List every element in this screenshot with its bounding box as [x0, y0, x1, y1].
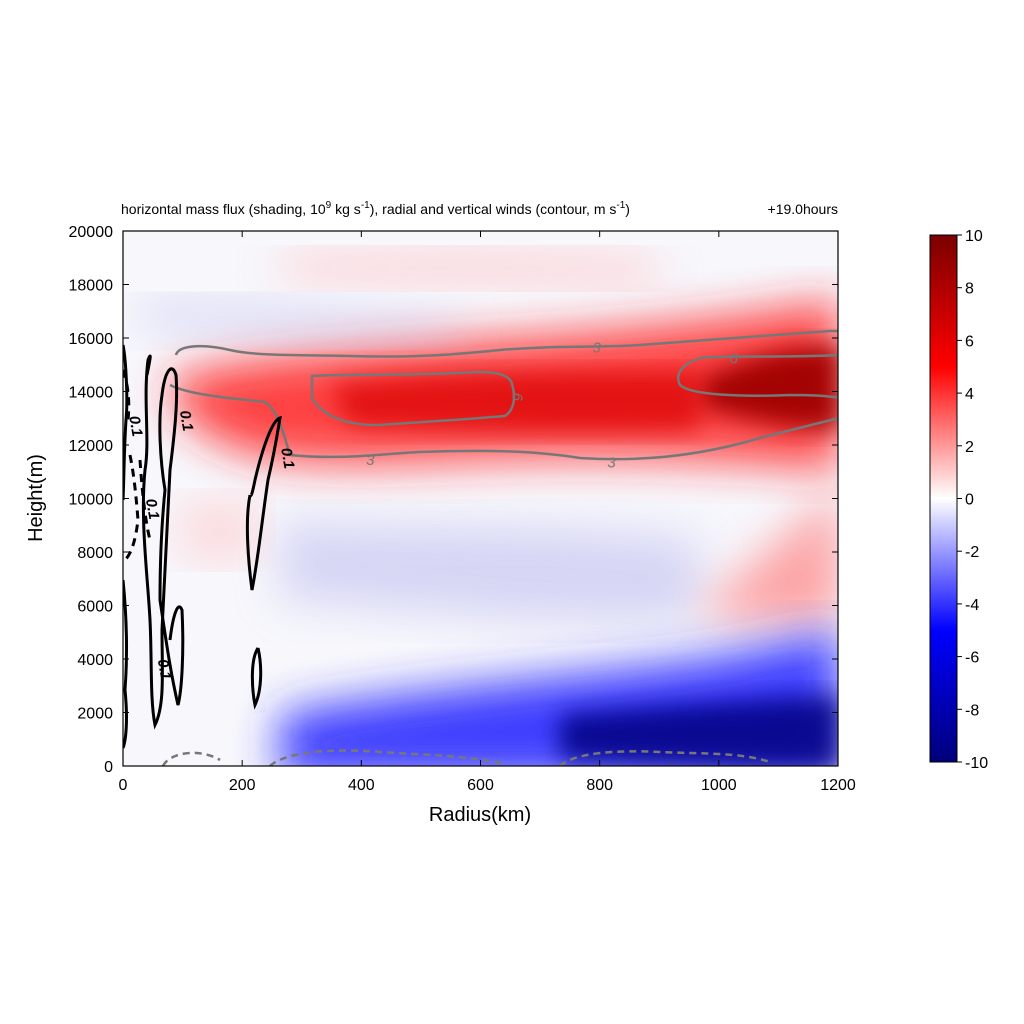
y-tick-label: 2000 — [77, 706, 113, 723]
shading-upper-dark-mid — [330, 371, 700, 433]
contour-label: 6 — [508, 393, 525, 402]
y-tick-label: 12000 — [69, 438, 114, 455]
contour-label: 3 — [607, 455, 616, 472]
colorbar-tick-label: 2 — [965, 439, 974, 456]
contour-label: 3 — [366, 452, 375, 469]
colorbar-tick-label: -4 — [965, 597, 979, 614]
colorbar-gradient — [929, 234, 958, 763]
shading-light-blue-aloft — [140, 300, 460, 342]
x-tick-label: 600 — [467, 777, 494, 794]
contour-label: 6 — [730, 350, 739, 367]
colorbar-tick-label: -10 — [965, 755, 988, 772]
colorbar-tick-label: -6 — [965, 650, 979, 667]
colorbar-tick-label: 8 — [965, 281, 974, 298]
chart-title: horizontal mass flux (shading, 109 kg s-… — [121, 200, 630, 217]
y-tick-label: 14000 — [69, 385, 114, 402]
x-tick-label: 400 — [348, 777, 375, 794]
contour-layer — [123, 329, 838, 766]
colorbar-tick-label: 0 — [965, 492, 974, 509]
y-axis-label: Height(m) — [25, 454, 47, 542]
shading-core-pink — [180, 500, 260, 560]
y-tick-label: 16000 — [69, 331, 114, 348]
y-tick-label: 10000 — [69, 492, 114, 509]
contour-label: 3 — [593, 340, 602, 357]
x-axis-label: Radius(km) — [429, 804, 531, 826]
contour-label: 0.1 — [176, 409, 196, 432]
y-tick-label: 20000 — [69, 224, 114, 241]
contour-label: 0.1 — [277, 447, 297, 470]
contour-labels: 3 6 6 3 3 0.1 0.1 0.1 0.1 0.1 — [125, 340, 739, 682]
colorbar-tick-label: -2 — [965, 544, 979, 561]
colorbar-tick-label: 10 — [965, 228, 983, 245]
y-axis: 0 2000 4000 6000 8000 10000 12000 14000 16000 180… — [69, 224, 838, 776]
shading-mid-light-blue — [280, 520, 700, 623]
shading-layer — [140, 251, 838, 766]
plot-area: 3 6 6 3 3 0.1 0.1 0.1 0.1 0.1 — [122, 230, 839, 767]
contour-radial-6-right — [676, 353, 838, 399]
colorbar-tick-label: 4 — [965, 386, 974, 403]
contour-vertical-dashed — [123, 369, 152, 562]
colorbar-tick-label: 6 — [965, 333, 974, 350]
contour-label: 0.1 — [154, 658, 174, 681]
shading-lower-dark-blue — [560, 695, 838, 766]
contour-radial-6-left — [310, 370, 516, 427]
x-tick-label: 1200 — [820, 777, 856, 794]
x-axis: 0 200 400 600 800 1000 1200 — [119, 231, 856, 794]
contour-label: 0.1 — [125, 414, 145, 437]
contour-vertical-solid — [123, 344, 282, 749]
shading-upper-dark-core — [700, 345, 838, 430]
y-tick-label: 6000 — [77, 599, 113, 616]
x-tick-label: 1000 — [701, 777, 737, 794]
colorbar-tick-label: -8 — [965, 702, 979, 719]
shading-mid-right-pink — [700, 491, 838, 623]
y-tick-label: 8000 — [77, 545, 113, 562]
y-tick-label: 18000 — [69, 278, 114, 295]
colorbar-ticks: 10 8 6 4 2 0 -2 -4 -6 -8 -10 — [957, 228, 988, 772]
y-tick-label: 0 — [104, 759, 113, 776]
colorbar: 10 8 6 4 2 0 -2 -4 -6 -8 -10 — [929, 228, 988, 772]
x-tick-label: 0 — [119, 777, 128, 794]
contour-radial-3 — [169, 329, 838, 461]
x-tick-label: 200 — [229, 777, 256, 794]
y-tick-label: 4000 — [77, 652, 113, 669]
x-tick-label: 800 — [586, 777, 613, 794]
contour-label: 0.1 — [142, 497, 162, 520]
shading-top-pink — [280, 251, 660, 285]
contour-dashed-bottom — [161, 749, 771, 766]
time-label: +19.0hours — [768, 201, 838, 217]
